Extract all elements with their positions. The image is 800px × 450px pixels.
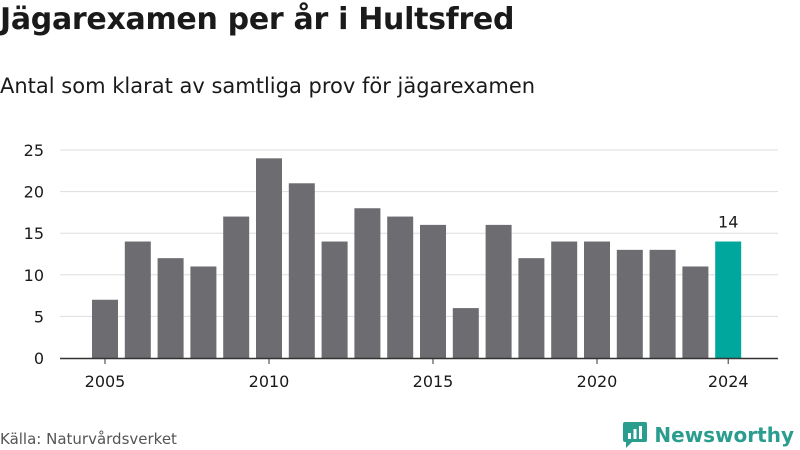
x-tick-label: 2010 [249, 372, 290, 391]
bar [518, 258, 545, 358]
bar [584, 241, 610, 358]
bar [551, 241, 578, 358]
bar [682, 266, 709, 358]
y-tick-label: 5 [34, 307, 44, 326]
brand-logo: Newsworthy [622, 420, 794, 450]
bar [485, 224, 512, 358]
source-note: Källa: Naturvårdsverket [0, 430, 177, 448]
brand-name: Newsworthy [654, 423, 794, 447]
bar [92, 299, 118, 358]
bar [616, 249, 643, 358]
y-tick-label: 0 [34, 349, 44, 368]
bar [354, 208, 381, 358]
x-tick-label: 2024 [708, 372, 749, 391]
x-tick-label: 2020 [577, 372, 618, 391]
bar-highlight [715, 241, 742, 358]
bar [420, 224, 446, 358]
bar [190, 266, 217, 358]
data-label: 14 [718, 213, 738, 232]
bar [649, 249, 676, 358]
bar [157, 258, 184, 358]
bar [387, 216, 414, 358]
x-axis-ticks: 2005 2010 2015 2020 2024 [85, 358, 749, 391]
y-tick-label: 25 [24, 141, 44, 160]
bar [321, 241, 348, 358]
y-axis-ticks: 0 5 10 15 20 25 [24, 141, 44, 368]
bars [92, 158, 742, 358]
bar [288, 183, 315, 358]
chart-subtitle: Antal som klarat av samtliga prov för jä… [0, 74, 536, 98]
x-tick-label: 2015 [413, 372, 454, 391]
newsworthy-logo-icon [623, 422, 648, 448]
data-labels: 14 [718, 213, 738, 232]
bar [256, 158, 282, 358]
y-tick-label: 15 [24, 224, 44, 243]
bar [452, 308, 479, 358]
x-tick-label: 2005 [85, 372, 126, 391]
y-tick-label: 20 [24, 183, 44, 202]
chart-title: Jägarexamen per år i Hultsfred [0, 2, 515, 37]
bar [124, 241, 151, 358]
bar [223, 216, 250, 358]
bar-chart: 0 5 10 15 20 25 2005 2010 2015 2020 2024 14 [24, 141, 778, 391]
y-tick-label: 10 [24, 266, 44, 285]
